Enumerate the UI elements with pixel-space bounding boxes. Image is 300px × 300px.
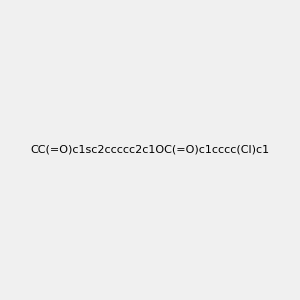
Text: CC(=O)c1sc2ccccc2c1OC(=O)c1cccc(Cl)c1: CC(=O)c1sc2ccccc2c1OC(=O)c1cccc(Cl)c1 <box>30 145 270 155</box>
